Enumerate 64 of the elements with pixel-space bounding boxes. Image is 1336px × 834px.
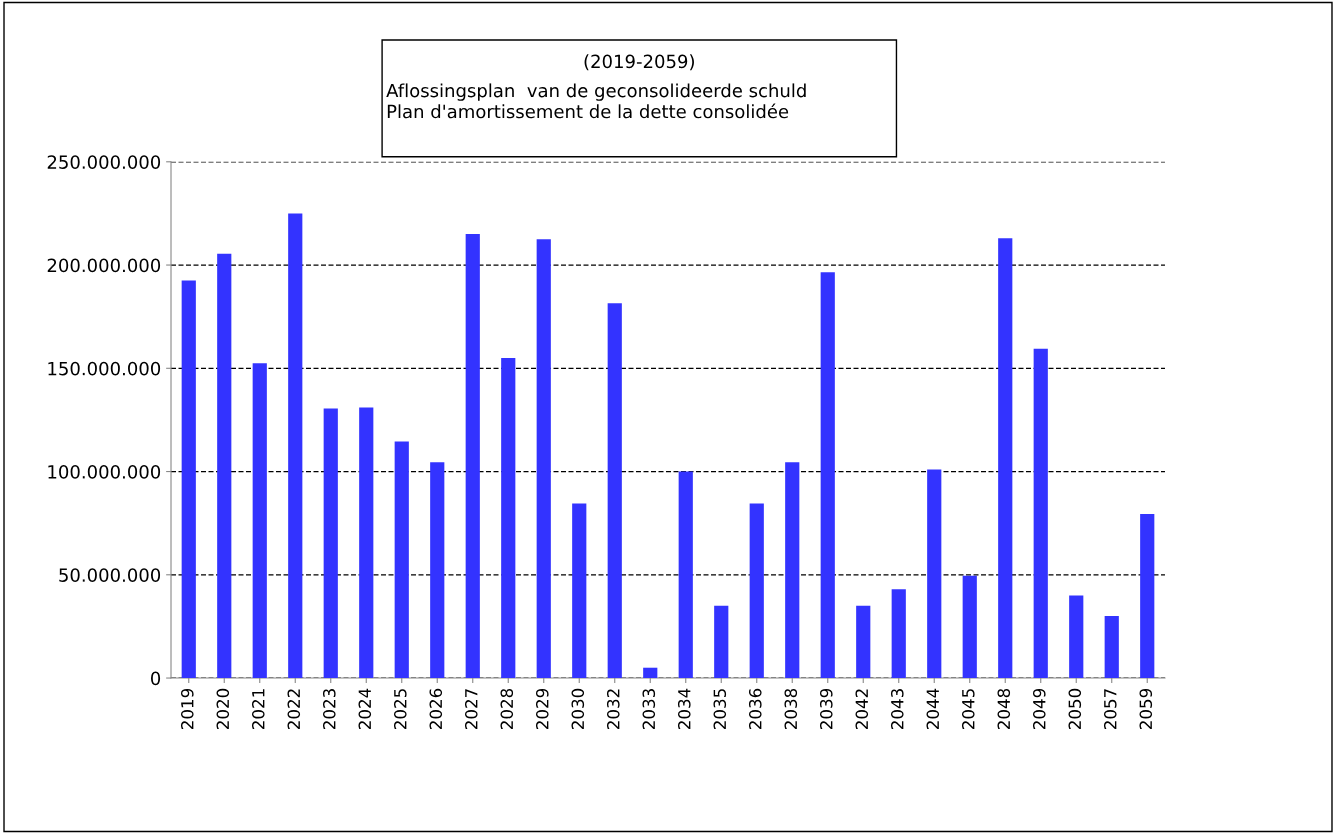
y-tick-label: 150.000.000	[48, 361, 161, 376]
x-tick-label: 2019	[180, 688, 194, 729]
bar	[430, 462, 445, 679]
x-tick-label: 2036	[748, 688, 762, 729]
bar	[962, 575, 977, 679]
bar	[678, 471, 693, 679]
x-tick-label: 2038	[784, 688, 798, 729]
y-tick-label: 100.000.000	[48, 465, 161, 479]
x-tick-label: 2050	[1068, 688, 1082, 729]
x-tick-label: 2026	[429, 688, 443, 729]
bar	[1069, 595, 1084, 679]
bar	[252, 363, 267, 679]
y-tick-label: 0	[150, 671, 161, 686]
y-tick-label: 250.000.000	[47, 155, 161, 169]
bar	[856, 605, 871, 679]
y-tick-label: 50.000.000	[59, 568, 161, 582]
bar	[714, 605, 729, 679]
x-tick-label: 2022	[287, 689, 301, 729]
bar	[607, 303, 622, 679]
x-tick-label: 2029	[535, 688, 549, 729]
x-tick-label: 2034	[677, 688, 691, 729]
bar	[536, 239, 551, 679]
x-tick-label: 2043	[890, 689, 904, 729]
bar	[181, 280, 196, 679]
x-tick-label: 2028	[500, 688, 514, 729]
x-tick-label: 2030	[571, 688, 585, 729]
x-tick-label: 2024	[358, 688, 372, 729]
x-tick-label: 2042	[855, 689, 869, 729]
x-tick-label: 2049	[1032, 688, 1046, 729]
x-tick-label: 2045	[961, 689, 975, 729]
x-tick-label: 2059	[1139, 688, 1153, 729]
x-tick-label: 2032	[606, 689, 620, 729]
bar	[1104, 616, 1119, 679]
bar	[643, 667, 658, 679]
y-tick-label: 200.000.000	[47, 258, 161, 273]
bar	[217, 253, 232, 679]
bar	[288, 213, 303, 679]
bar	[820, 272, 835, 679]
bar	[927, 469, 942, 679]
bar	[359, 407, 374, 679]
x-tick-label: 2027	[464, 689, 478, 729]
bar	[749, 503, 764, 679]
x-tick-label: 2020	[216, 688, 230, 729]
x-tick-label: 2044	[926, 688, 940, 729]
bar	[394, 441, 409, 679]
bar	[998, 238, 1013, 679]
bar	[572, 503, 587, 679]
bar	[1140, 513, 1155, 679]
x-tick-label: 2057	[1103, 689, 1117, 729]
bar	[465, 234, 480, 679]
chart-title: (2019-2059)	[584, 54, 694, 71]
bar	[891, 589, 906, 679]
x-tick-label: 2025	[393, 689, 407, 729]
bar	[501, 357, 516, 679]
x-tick-label: 2023	[322, 689, 336, 729]
x-tick-label: 2039	[819, 688, 833, 729]
x-tick-label: 2021	[251, 689, 265, 729]
x-tick-label: 2048	[997, 688, 1011, 729]
bar	[323, 408, 338, 679]
bar	[1033, 348, 1048, 679]
x-tick-label: 2035	[713, 689, 727, 729]
chart-subtitle: Aflossingsplan van de geconsolideerde schuld Plan d'amortissement de la dette consolidée	[386, 83, 806, 119]
x-tick-label: 2033	[642, 689, 656, 729]
bar	[785, 462, 800, 679]
